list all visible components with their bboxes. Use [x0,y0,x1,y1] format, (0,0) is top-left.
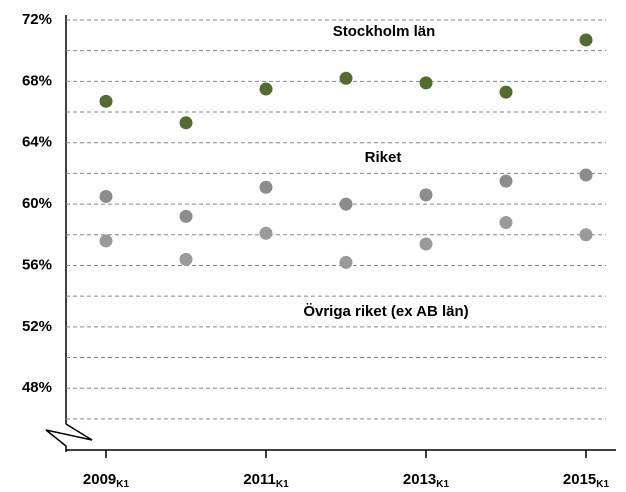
y-tick-label: 60% [22,195,52,212]
y-tick-label: 72% [22,11,52,28]
data-point [579,33,593,47]
data-point [259,226,273,240]
data-point [339,197,353,211]
x-tick-year: 2009 [83,471,116,488]
data-point [579,228,593,242]
data-point [179,116,193,130]
x-tick-year: 2013 [403,471,436,488]
axis-break [45,423,93,452]
x-tick-label: 2015K1 [563,471,610,490]
data-point [499,216,513,230]
data-point [419,188,433,202]
data-point [99,234,113,248]
data-point [499,85,513,99]
x-tick-year: 2015 [563,471,596,488]
series-label: Riket [365,149,402,166]
y-tick-label: 68% [22,72,52,89]
x-tick-subscript: K1 [436,479,449,490]
x-tick-label: 2011K1 [243,471,289,490]
data-point [99,94,113,108]
y-tick-label: 56% [22,256,52,273]
data-point [179,252,193,266]
x-tick-label: 2013K1 [403,471,450,490]
y-tick-label: 48% [22,379,52,396]
data-point [259,180,273,194]
x-tick-subscript: K1 [596,479,609,490]
data-point [419,76,433,90]
data-point [99,189,113,203]
data-point [259,82,273,96]
x-tick-subscript: K1 [276,479,289,490]
data-point [419,237,433,251]
x-tick-year: 2011 [243,471,276,488]
data-point [179,209,193,223]
y-tick-label: 52% [22,318,52,335]
y-tick-label: 64% [22,134,52,151]
data-point [579,168,593,182]
data-point [339,255,353,269]
data-point [499,174,513,188]
x-tick-label: 2009K1 [83,471,130,490]
series-label: Stockholm län [333,23,436,40]
series-label: Övriga riket (ex AB län) [303,303,468,320]
data-point [339,71,353,85]
x-tick-subscript: K1 [116,479,129,490]
